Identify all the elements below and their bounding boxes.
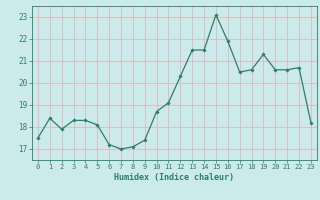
X-axis label: Humidex (Indice chaleur): Humidex (Indice chaleur) — [115, 173, 234, 182]
